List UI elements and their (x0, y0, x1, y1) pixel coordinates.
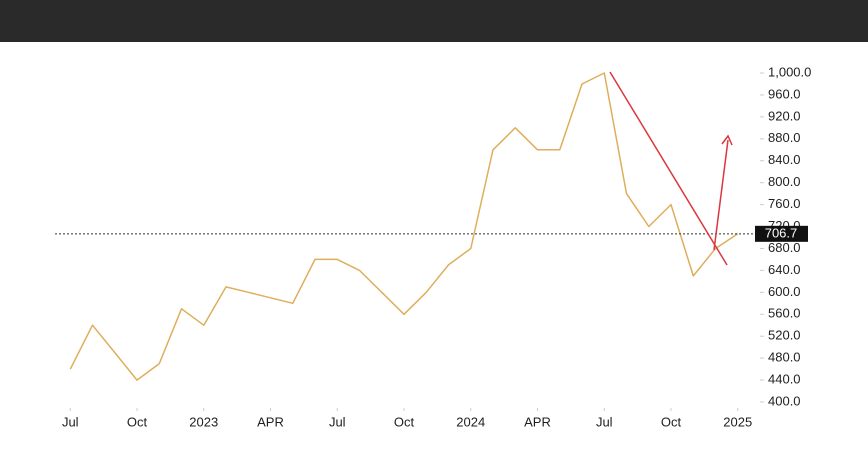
x-tick-label: APR (524, 414, 551, 429)
y-tick-label: 640.0 (768, 262, 801, 277)
y-tick-label: 1,000.0 (768, 64, 811, 79)
price-line (69, 72, 739, 381)
y-tick-label: 960.0 (768, 86, 801, 101)
y-tick-label: 440.0 (768, 372, 801, 387)
x-tick-label: Oct (127, 414, 148, 429)
last-price-box (755, 225, 808, 242)
arrow-head (721, 134, 733, 146)
x-tick-label: 2023 (189, 414, 218, 429)
y-tick-label: 840.0 (768, 152, 801, 167)
x-tick-label: APR (257, 414, 284, 429)
x-tick-label: 2024 (456, 414, 485, 429)
x-tick-label: 2025 (723, 414, 752, 429)
x-tick-label: Jul (329, 414, 346, 429)
y-tick-label: 760.0 (768, 196, 801, 211)
y-tick-label: 800.0 (768, 174, 801, 189)
plot: 400.0 440.0 480.0 520.0 560.0 600.0 640.0 680.0… (55, 64, 811, 429)
y-tick-label: 400.0 (768, 393, 801, 408)
y-tick-label: 680.0 (768, 240, 801, 255)
arrow-line (713, 139, 729, 251)
y-tick-label: 920.0 (768, 108, 801, 123)
x-tick-label: Oct (394, 414, 415, 429)
y-tick-label: 480.0 (768, 350, 801, 365)
y-tick-label: 560.0 (768, 306, 801, 321)
last-price-label: 706.7 (765, 225, 798, 240)
y-tick-label: 880.0 (768, 130, 801, 145)
top-bar (0, 0, 868, 42)
trend-line (609, 71, 728, 266)
x-tick-label: Oct (661, 414, 682, 429)
x-tick-label: Jul (62, 414, 79, 429)
x-tick-label: Jul (596, 414, 613, 429)
y-tick-label: 520.0 (768, 328, 801, 343)
y-tick-label: 600.0 (768, 284, 801, 299)
